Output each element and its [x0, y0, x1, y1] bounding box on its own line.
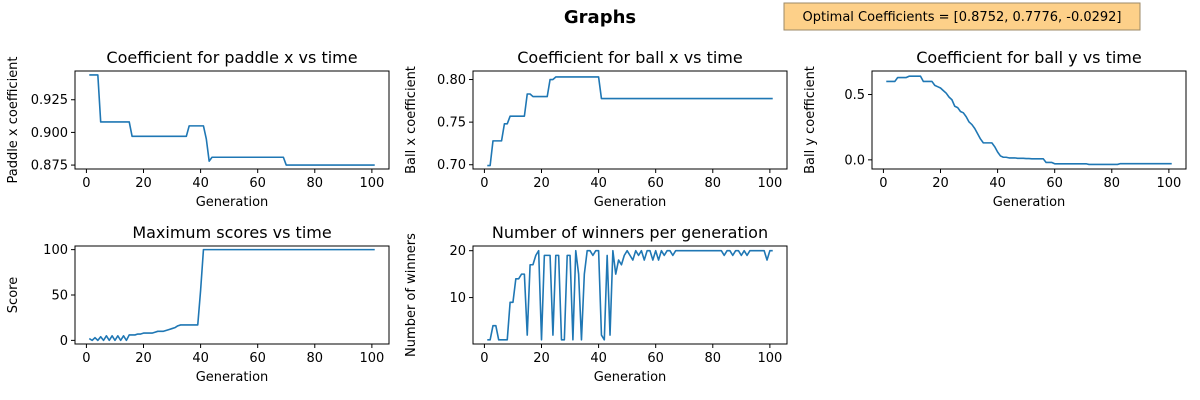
x-tick-label: 40 [989, 176, 1006, 191]
subplot-title: Coefficient for ball x vs time [517, 48, 742, 67]
x-tick-label: 60 [647, 176, 664, 191]
subplot-title: Coefficient for paddle x vs time [106, 48, 357, 67]
y-tick-label: 0.875 [31, 159, 68, 174]
x-tick-label: 20 [533, 176, 550, 191]
subplot-2: Coefficient for ball x vs time 0 20 40 60 80 1… [404, 48, 788, 210]
x-tick-label: 80 [705, 176, 722, 191]
x-tick-label: 40 [590, 176, 607, 191]
x-tick-label: 60 [249, 176, 266, 191]
x-tick-label: 100 [757, 176, 782, 191]
subplot-4: Maximum scores vs time 0 20 40 60 80 100 0 50 100… [6, 223, 390, 385]
x-tick-label: 0 [82, 176, 90, 191]
x-axis-label: Generation [196, 195, 269, 210]
y-axis-label: Score [6, 277, 21, 313]
y-tick-label: 20 [449, 244, 466, 259]
series-line [487, 249, 773, 341]
annotation-background [783, 2, 1141, 31]
y-axis-label: Paddle x coefficient [6, 56, 21, 183]
x-tick-label: 0 [879, 176, 887, 191]
subplot-title: Coefficient for ball y vs time [916, 48, 1141, 67]
x-axis-label: Generation [594, 195, 667, 210]
x-tick-label: 80 [307, 351, 324, 366]
x-tick-label: 100 [359, 176, 384, 191]
plot-frame [472, 245, 788, 345]
subplot-1: Coefficient for paddle x vs time 0 20 40 60 8… [6, 48, 390, 210]
plot-frame [472, 70, 788, 170]
y-tick-label: 0.70 [437, 158, 466, 173]
x-tick-label: 20 [135, 351, 152, 366]
x-tick-label: 100 [1156, 176, 1181, 191]
series-line [487, 76, 773, 167]
x-tick-label: 40 [192, 176, 209, 191]
x-tick-label: 100 [359, 351, 384, 366]
series-line [88, 248, 375, 342]
annotation-box: Optimal Coefficients = [0.8752, 0.7776, … [783, 2, 1141, 31]
x-tick-label: 20 [135, 176, 152, 191]
subplot-3: Coefficient for ball y vs time 0 20 40 60 80 1… [803, 48, 1187, 210]
y-tick-label: 0.80 [437, 73, 466, 88]
x-axis-label: Generation [196, 370, 269, 385]
annotation-text: Optimal Coefficients = [0.8752, 0.7776, … [802, 10, 1121, 25]
y-tick-label: 100 [43, 243, 68, 258]
x-tick-label: 40 [192, 351, 209, 366]
y-tick-label: 0 [60, 334, 68, 349]
x-tick-label: 20 [932, 176, 949, 191]
subplot-5: Number of winners per generation 0 20 40 60 8… [404, 223, 788, 385]
y-tick-label: 0.5 [844, 88, 865, 103]
x-tick-label: 0 [480, 176, 488, 191]
plot-frame [74, 70, 390, 170]
y-tick-label: 0.925 [31, 93, 68, 108]
x-tick-label: 60 [647, 351, 664, 366]
y-tick-label: 0.75 [437, 116, 466, 131]
y-tick-label: 50 [51, 289, 68, 304]
figure-title: Graphs [564, 7, 636, 28]
x-tick-label: 60 [249, 351, 266, 366]
x-tick-label: 80 [307, 176, 324, 191]
x-tick-label: 60 [1046, 176, 1063, 191]
series-line [89, 74, 375, 166]
y-tick-label: 0.900 [31, 126, 68, 141]
subplots: Coefficient for paddle x vs time 0 20 40 60 8… [6, 48, 1187, 385]
x-tick-label: 80 [705, 351, 722, 366]
subplot-title: Number of winners per generation [492, 223, 768, 242]
x-tick-label: 0 [82, 351, 90, 366]
x-axis-label: Generation [993, 195, 1066, 210]
x-tick-label: 40 [590, 351, 607, 366]
y-axis-label: Ball x coefficient [404, 66, 419, 174]
subplot-title: Maximum scores vs time [132, 223, 331, 242]
y-tick-label: 10 [449, 291, 466, 306]
y-axis-label: Ball y coefficient [803, 66, 818, 174]
x-tick-label: 0 [480, 351, 488, 366]
series-line [886, 75, 1172, 166]
x-axis-label: Generation [594, 370, 667, 385]
y-axis-label: Number of winners [404, 233, 419, 357]
plot-frame [871, 70, 1187, 170]
y-tick-label: 0.0 [844, 153, 865, 168]
x-tick-label: 20 [533, 351, 550, 366]
x-tick-label: 80 [1104, 176, 1121, 191]
x-tick-label: 100 [757, 351, 782, 366]
